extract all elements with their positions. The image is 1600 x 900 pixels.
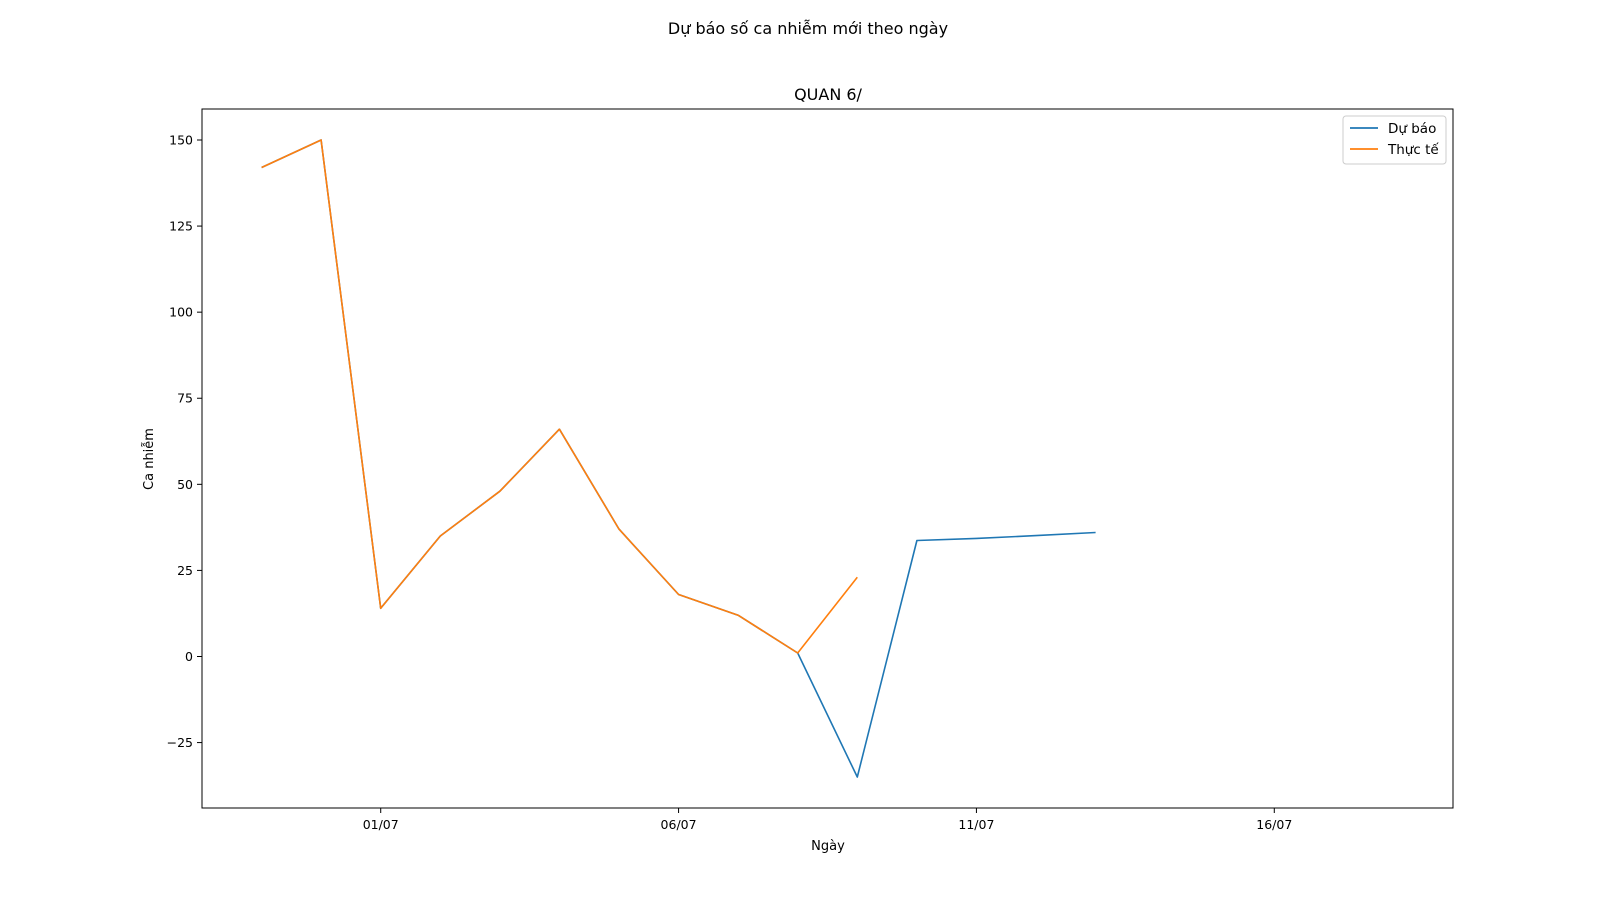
y-tick-label: 150 xyxy=(169,132,193,147)
x-tick-label: 06/07 xyxy=(661,817,697,832)
y-axis-label: Ca nhiễm xyxy=(142,428,157,490)
y-tick-label: 125 xyxy=(169,219,193,234)
y-tick-label: 50 xyxy=(177,477,193,492)
legend: Dự báo Thực tế xyxy=(1342,115,1447,165)
chart-title: QUAN 6/ xyxy=(794,85,862,104)
x-axis: 01/07 06/07 11/07 16/07 xyxy=(363,808,1292,832)
plot-lines xyxy=(261,139,1096,778)
y-tick-label: 25 xyxy=(177,563,193,578)
plot-frame xyxy=(201,108,1454,809)
x-axis-label: Ngày xyxy=(811,839,845,854)
y-tick-label: 75 xyxy=(177,391,193,406)
legend-label: Thực tế xyxy=(1387,141,1439,158)
y-tick-label: 100 xyxy=(169,305,193,320)
y-tick-label: −25 xyxy=(167,735,193,750)
x-tick-label: 16/07 xyxy=(1256,817,1292,832)
x-tick-label: 11/07 xyxy=(958,817,994,832)
figure-suptitle: Dự báo số ca nhiễm mới theo ngày xyxy=(668,19,948,38)
x-tick-label: 01/07 xyxy=(363,817,399,832)
y-axis: −25 0 25 50 75 100 125 150 xyxy=(167,132,202,750)
y-tick-label: 0 xyxy=(185,649,193,664)
legend-label: Dự báo xyxy=(1388,121,1436,137)
series-line-2 xyxy=(261,139,858,654)
series-line-1 xyxy=(261,139,1096,778)
